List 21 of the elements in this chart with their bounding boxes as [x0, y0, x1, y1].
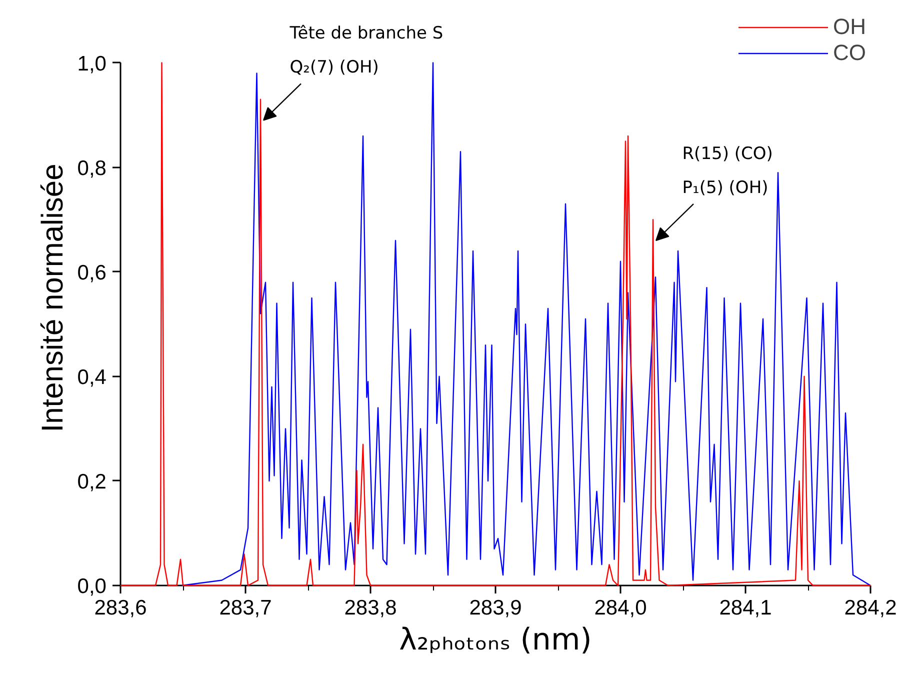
x-tick-label: 284,2 — [844, 596, 897, 620]
x-tick-label: 283,8 — [344, 596, 397, 620]
annotation: Q₂(7) (OH) — [290, 58, 379, 78]
legend-label: OH — [833, 14, 866, 40]
x-tick-label: 283,9 — [469, 596, 522, 620]
legend-label: CO — [833, 40, 866, 66]
y-tick-label: 1,0 — [77, 52, 107, 76]
annotation: R(15) (CO) — [682, 144, 773, 164]
x-tick-label: 284,0 — [594, 596, 647, 620]
text: Tête de branche S — [288, 24, 444, 44]
x-tick-label: 283,7 — [219, 596, 272, 620]
annotation: P₁(5) (OH) — [682, 178, 768, 198]
x-tick-label: 283,6 — [94, 596, 147, 620]
x-axis-title: λ₂ₚₕₒₜₒₙₛ (nm) — [399, 622, 592, 658]
y-tick-label: 0,0 — [77, 575, 107, 598]
y-tick-label: 0,2 — [77, 470, 107, 494]
y-tick-label: 0,6 — [77, 261, 107, 284]
y-tick-label: 0,8 — [77, 156, 107, 180]
x-tick-label: 284,1 — [719, 596, 772, 620]
y-tick-label: 0,4 — [77, 366, 107, 389]
y-axis-title: Intensité normalisée — [36, 164, 70, 432]
